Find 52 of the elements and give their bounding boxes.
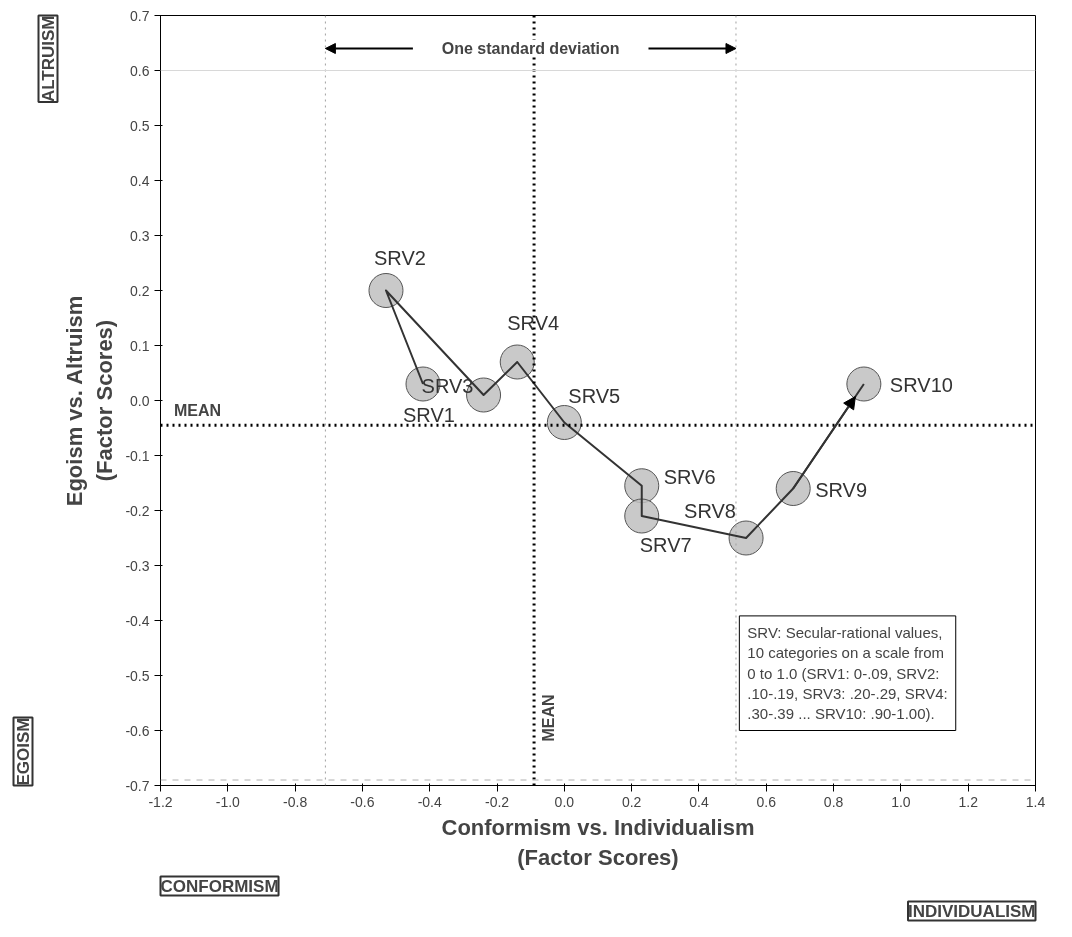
x-tick-label: -0.8 bbox=[283, 793, 308, 810]
point bbox=[728, 520, 764, 556]
point bbox=[846, 366, 882, 402]
annotation: SRV: Secular-rational values, 10 categories on a scale from 0 to 1.0 (SRV1: 0-.09, SRV2: .10-.19, SRV3: .20-.29, SRV4: .30-.39 ... SRV10: .90-1.00). bbox=[747, 623, 948, 723]
y-tick-label: -0.7 bbox=[125, 777, 150, 794]
point bbox=[775, 471, 811, 506]
annotation: SRV7 bbox=[639, 534, 692, 556]
annotation: SRV8 bbox=[684, 500, 736, 522]
y-tick-label: -0.4 bbox=[125, 612, 150, 629]
annotation: SRV1 bbox=[403, 404, 455, 426]
x-tick-label: 1.4 bbox=[1025, 793, 1046, 810]
annotation: SRV2 bbox=[373, 246, 426, 269]
text: ALTRUISM bbox=[38, 15, 58, 103]
y-tick-label: 0.7 bbox=[130, 7, 150, 24]
y-tick-label: -0.3 bbox=[125, 557, 150, 574]
ref-line-label: MEAN bbox=[173, 402, 222, 420]
annotation: SRV6 bbox=[663, 465, 716, 488]
y-tick-label: -0.6 bbox=[125, 722, 150, 739]
y-tick-label: -0.2 bbox=[125, 502, 150, 519]
x-tick-label: -0.6 bbox=[350, 793, 375, 810]
text: EGOISM bbox=[13, 717, 33, 786]
annotation: SRV4 bbox=[507, 312, 560, 334]
x-tick-label: -0.4 bbox=[417, 793, 443, 810]
y-tick-label: -0.1 bbox=[125, 447, 150, 464]
annotation: SRV5 bbox=[568, 384, 621, 407]
point bbox=[368, 273, 404, 308]
x-tick-label: -1.2 bbox=[148, 793, 173, 810]
x-tick-label: 0.0 bbox=[554, 793, 575, 810]
y-tick-label: 0.1 bbox=[130, 337, 150, 354]
x-axis-title: Conformism vs. Individualism (Factor Scores) bbox=[441, 814, 755, 870]
annotation: One standard deviation bbox=[441, 40, 620, 57]
y-tick-label: 0.4 bbox=[130, 172, 150, 189]
x-tick-label: -0.2 bbox=[484, 793, 510, 810]
x-tick-label: 0.6 bbox=[756, 793, 777, 810]
y-axis-title: Egoism vs. Altruism (Factor Scores) bbox=[62, 295, 118, 507]
annotation: SRV9 bbox=[815, 478, 868, 501]
point bbox=[624, 498, 660, 534]
y-tick-label: 0.2 bbox=[130, 282, 150, 299]
x-tick-label: 0.4 bbox=[689, 793, 709, 810]
y-tick-label: 0.3 bbox=[130, 227, 150, 244]
x-tick-label: -1.0 bbox=[215, 793, 241, 810]
point bbox=[499, 344, 535, 380]
x-tick-label: 0.8 bbox=[823, 793, 844, 810]
y-tick-label: 0.0 bbox=[130, 392, 150, 409]
annotation: SRV10 bbox=[889, 374, 953, 396]
y-tick-label: 0.6 bbox=[130, 62, 150, 79]
ref-line-label: MEAN bbox=[540, 694, 558, 742]
x-tick-label: 1.0 bbox=[891, 793, 911, 810]
y-tick-label: 0.5 bbox=[130, 117, 150, 134]
x-tick-label: 0.2 bbox=[621, 793, 642, 810]
x-tick-label: 1.2 bbox=[958, 793, 979, 810]
y-tick-label: -0.5 bbox=[125, 667, 150, 684]
